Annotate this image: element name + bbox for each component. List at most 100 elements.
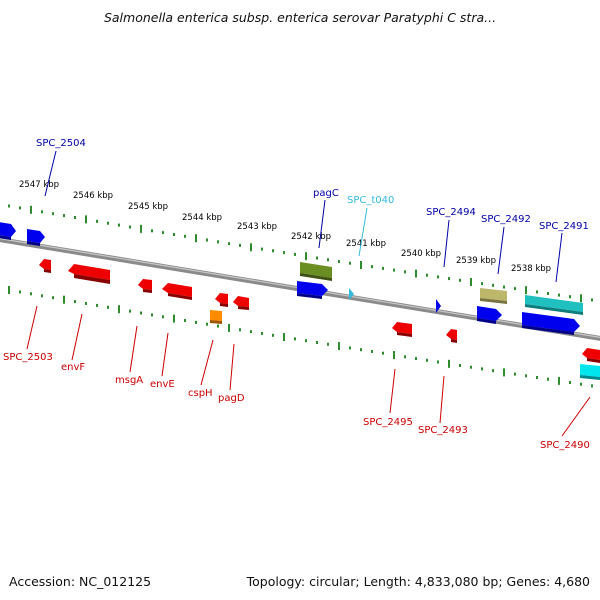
- gene-label-msga[interactable]: msgA: [115, 375, 143, 386]
- ruler-label: 2543 kbp: [237, 222, 277, 232]
- minor-tick: [327, 258, 329, 262]
- minor-tick: [118, 223, 120, 227]
- minor-tick: [195, 320, 197, 324]
- minor-tick: [459, 278, 461, 282]
- major-tick: [448, 359, 450, 368]
- gene-label-enve[interactable]: envE: [150, 379, 175, 390]
- ruler-label: 2541 kbp: [346, 239, 386, 249]
- gene-arrow-spc-2491[interactable]: [525, 295, 583, 312]
- gene-label-envf[interactable]: envF: [61, 362, 85, 373]
- minor-tick: [85, 302, 87, 305]
- gene-label-spc-t040[interactable]: SPC_t040: [347, 195, 394, 206]
- gene-label-spc-2503[interactable]: SPC_2503: [3, 352, 53, 363]
- minor-tick: [261, 331, 263, 335]
- major-tick: [228, 323, 230, 332]
- minor-tick: [206, 238, 208, 242]
- genome-summary-text: Topology: circular; Length: 4,833,080 bp…: [246, 574, 590, 589]
- minor-tick: [129, 225, 131, 229]
- minor-tick: [404, 355, 406, 359]
- gene-label-spc-2494[interactable]: SPC_2494: [426, 207, 476, 218]
- gene-arrow[interactable]: [522, 312, 580, 332]
- major-tick: [140, 224, 142, 233]
- gene-arrow-envf[interactable]: [68, 264, 110, 280]
- gene-label-spc-2495[interactable]: SPC_2495: [363, 417, 413, 428]
- major-tick: [503, 368, 505, 377]
- gene-label-spc-2493[interactable]: SPC_2493: [418, 425, 468, 436]
- minor-tick: [591, 298, 593, 302]
- minor-tick: [503, 285, 505, 289]
- gene-arrow[interactable]: [215, 293, 228, 304]
- minor-tick: [184, 234, 186, 238]
- gene-label-spc-2490[interactable]: SPC_2490: [540, 440, 590, 451]
- outer-tick-track: [8, 204, 593, 303]
- gene-label-pagd[interactable]: pagD: [218, 393, 245, 404]
- gene-label-spc-2491[interactable]: SPC_2491: [539, 221, 589, 232]
- gene-arrow[interactable]: [0, 222, 16, 237]
- minor-tick: [459, 364, 461, 367]
- minor-tick: [426, 273, 428, 277]
- minor-tick: [250, 330, 252, 334]
- minor-tick: [294, 337, 296, 341]
- major-tick: [470, 278, 472, 286]
- minor-tick: [261, 247, 263, 251]
- forward-labels: SPC_2504 pagC SPC_t040 SPC_2494 SPC_2492…: [36, 138, 589, 232]
- minor-tick: [448, 277, 450, 281]
- gene-arrow-spc-2493[interactable]: [446, 329, 457, 340]
- major-tick: [118, 305, 120, 314]
- major-tick: [580, 294, 582, 303]
- minor-tick: [294, 252, 296, 256]
- gene-label-pagc[interactable]: pagC: [313, 188, 339, 199]
- gene-arrow-spc-2503[interactable]: [39, 259, 51, 270]
- minor-tick: [19, 206, 21, 210]
- minor-tick: [525, 374, 527, 378]
- minor-tick: [41, 210, 43, 214]
- gene-label-spc-2504[interactable]: SPC_2504: [36, 138, 86, 149]
- minor-tick: [305, 339, 307, 343]
- minor-tick: [360, 348, 362, 352]
- minor-tick: [173, 233, 175, 236]
- gene-arrow[interactable]: [297, 281, 328, 296]
- minor-tick: [536, 376, 538, 379]
- major-tick: [63, 295, 65, 304]
- minor-tick: [162, 315, 164, 319]
- minor-tick: [547, 292, 549, 295]
- major-tick: [85, 215, 87, 224]
- minor-tick: [591, 384, 593, 388]
- gene-label-spc-2492[interactable]: SPC_2492: [481, 214, 531, 225]
- gene-arrow-enve[interactable]: [162, 283, 192, 297]
- minor-tick: [41, 294, 43, 298]
- minor-tick: [338, 260, 340, 263]
- minor-tick: [437, 275, 439, 279]
- ruler-label: 2540 kbp: [401, 249, 441, 259]
- ruler-label: 2542 kbp: [291, 232, 331, 242]
- gene-arrow-spc-2504[interactable]: [27, 229, 45, 243]
- gene-arrow-csph[interactable]: [210, 310, 222, 321]
- gene-arrow-spc-2490[interactable]: [582, 348, 600, 360]
- minor-tick: [349, 261, 351, 265]
- minor-tick: [569, 381, 571, 384]
- gene-arrow-pagd[interactable]: [233, 296, 249, 307]
- minor-tick: [393, 268, 395, 272]
- major-tick: [338, 342, 340, 351]
- gene-arrow-spc-2494[interactable]: [436, 299, 441, 313]
- minor-tick: [481, 367, 483, 371]
- gene-arrow-spc-2492[interactable]: [480, 288, 507, 301]
- gene-arrow-spc-2495[interactable]: [392, 322, 412, 334]
- minor-tick: [74, 300, 76, 304]
- gene-arrow[interactable]: [477, 306, 502, 321]
- minor-tick: [514, 287, 516, 291]
- minor-tick: [217, 240, 219, 244]
- minor-tick: [239, 243, 241, 247]
- rna-arrow-spc-t040[interactable]: [349, 288, 354, 300]
- gene-arrow-pagc[interactable]: [300, 262, 332, 278]
- major-tick: [195, 234, 197, 243]
- major-tick: [30, 205, 32, 214]
- gene-arrow-msga[interactable]: [138, 279, 152, 290]
- rna-arrow[interactable]: [580, 364, 600, 377]
- minor-tick: [107, 305, 109, 309]
- label-leaders: [26, 150, 591, 437]
- gene-label-csph[interactable]: cspH: [188, 388, 213, 399]
- minor-tick: [371, 265, 373, 269]
- minor-tick: [514, 372, 516, 376]
